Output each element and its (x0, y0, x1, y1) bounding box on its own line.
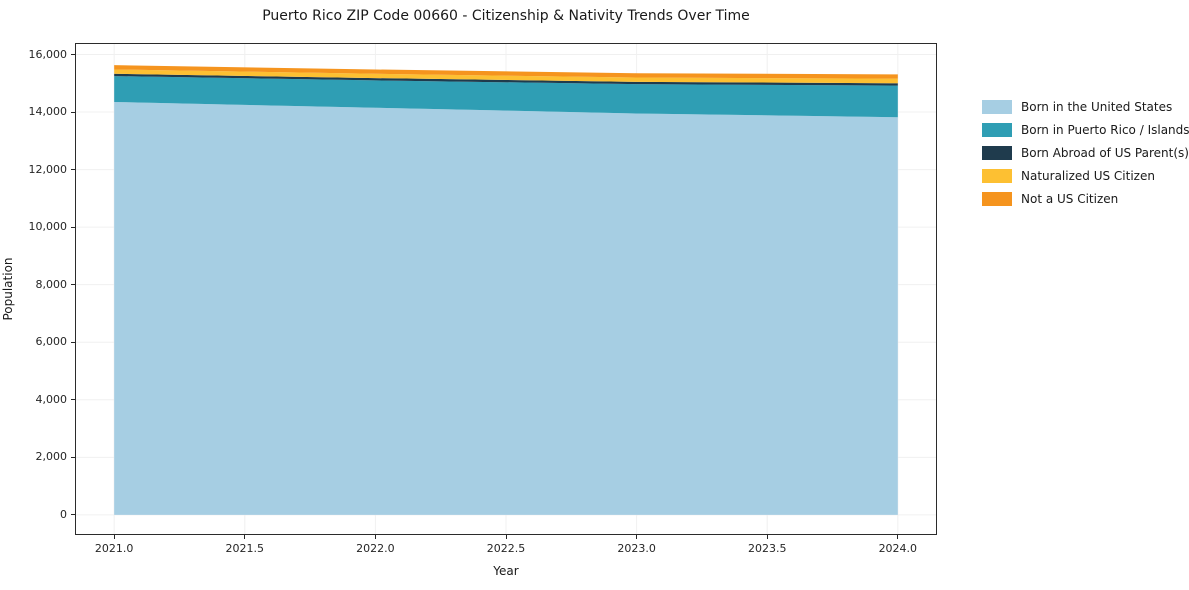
legend-swatch (982, 169, 1012, 183)
y-tick-mark (71, 169, 75, 171)
x-tick-mark (505, 535, 507, 539)
legend-swatch (982, 100, 1012, 114)
area-series-3 (114, 69, 898, 84)
x-tick-label: 2021.5 (225, 542, 265, 555)
stacked-area-chart (75, 43, 937, 535)
y-tick-label: 10,000 (28, 220, 68, 234)
x-tick-label: 2023.5 (747, 542, 787, 555)
x-tick-mark (244, 535, 246, 539)
plot-area (75, 43, 937, 535)
legend-swatch (982, 123, 1012, 137)
legend-item: Born in the United States (982, 100, 1189, 114)
x-tick-mark (374, 535, 376, 539)
area-series-2 (114, 73, 898, 86)
x-tick-label: 2021.0 (94, 542, 134, 555)
area-series-1 (114, 76, 898, 118)
legend-item: Naturalized US Citizen (982, 169, 1189, 183)
y-tick-mark (71, 514, 75, 516)
y-tick-mark (71, 284, 75, 286)
y-tick-label: 12,000 (28, 162, 68, 176)
legend-swatch (982, 146, 1012, 160)
y-tick-label: 8,000 (35, 277, 68, 291)
y-tick-label: 6,000 (35, 335, 68, 349)
y-tick-label: 0 (60, 507, 67, 521)
y-tick-label: 14,000 (28, 105, 68, 119)
area-series-4 (114, 65, 898, 79)
y-tick-label: 4,000 (35, 392, 68, 406)
legend-label: Not a US Citizen (1021, 192, 1119, 206)
legend-label: Naturalized US Citizen (1021, 169, 1155, 183)
y-tick-mark (71, 456, 75, 458)
y-tick-label: 16,000 (28, 47, 68, 61)
area-series-0 (114, 101, 898, 515)
x-tick-label: 2024.0 (878, 542, 918, 555)
legend-label: Born in the United States (1021, 100, 1173, 114)
y-tick-mark (71, 111, 75, 113)
plot-border (75, 43, 937, 535)
legend-label: Born in Puerto Rico / Islands (1021, 123, 1189, 137)
x-tick-label: 2023.0 (617, 542, 656, 555)
legend-item: Not a US Citizen (982, 192, 1189, 206)
legend-swatch (982, 192, 1012, 206)
legend: Born in the United States Born in Puerto … (982, 100, 1189, 215)
legend-item: Born Abroad of US Parent(s) (982, 146, 1189, 160)
x-tick-mark (897, 535, 899, 539)
x-axis-label: Year (493, 564, 519, 578)
x-tick-label: 2022.5 (486, 542, 526, 555)
x-tick-mark (113, 535, 115, 539)
y-tick-mark (71, 341, 75, 343)
x-tick-mark (766, 535, 768, 539)
y-tick-mark (71, 399, 75, 401)
chart-title: Puerto Rico ZIP Code 00660 - Citizenship… (262, 8, 750, 24)
legend-label: Born Abroad of US Parent(s) (1021, 146, 1189, 160)
x-tick-mark (636, 535, 638, 539)
y-tick-mark (71, 54, 75, 55)
y-tick-label: 2,000 (35, 450, 68, 464)
x-tick-label: 2022.0 (356, 542, 395, 555)
y-tick-mark (71, 226, 75, 228)
legend-item: Born in Puerto Rico / Islands (982, 123, 1189, 137)
